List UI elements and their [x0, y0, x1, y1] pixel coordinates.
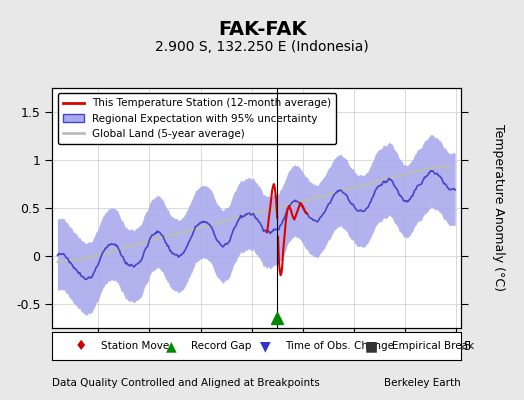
Text: Record Gap: Record Gap	[191, 341, 252, 351]
Text: FAK-FAK: FAK-FAK	[218, 20, 306, 39]
Text: Data Quality Controlled and Aligned at Breakpoints: Data Quality Controlled and Aligned at B…	[52, 378, 320, 388]
Text: Empirical Break: Empirical Break	[391, 341, 474, 351]
Text: 2.900 S, 132.250 E (Indonesia): 2.900 S, 132.250 E (Indonesia)	[155, 40, 369, 54]
Text: Station Move: Station Move	[102, 341, 170, 351]
Text: Berkeley Earth: Berkeley Earth	[385, 378, 461, 388]
Text: Time of Obs. Change: Time of Obs. Change	[286, 341, 395, 351]
Legend: This Temperature Station (12-month average), Regional Expectation with 95% uncer: This Temperature Station (12-month avera…	[58, 93, 336, 144]
Y-axis label: Temperature Anomaly (°C): Temperature Anomaly (°C)	[493, 124, 505, 292]
Text: ▼: ▼	[259, 339, 270, 353]
Text: ■: ■	[365, 339, 378, 353]
Text: ♦: ♦	[75, 339, 88, 353]
Text: ▲: ▲	[166, 339, 176, 353]
